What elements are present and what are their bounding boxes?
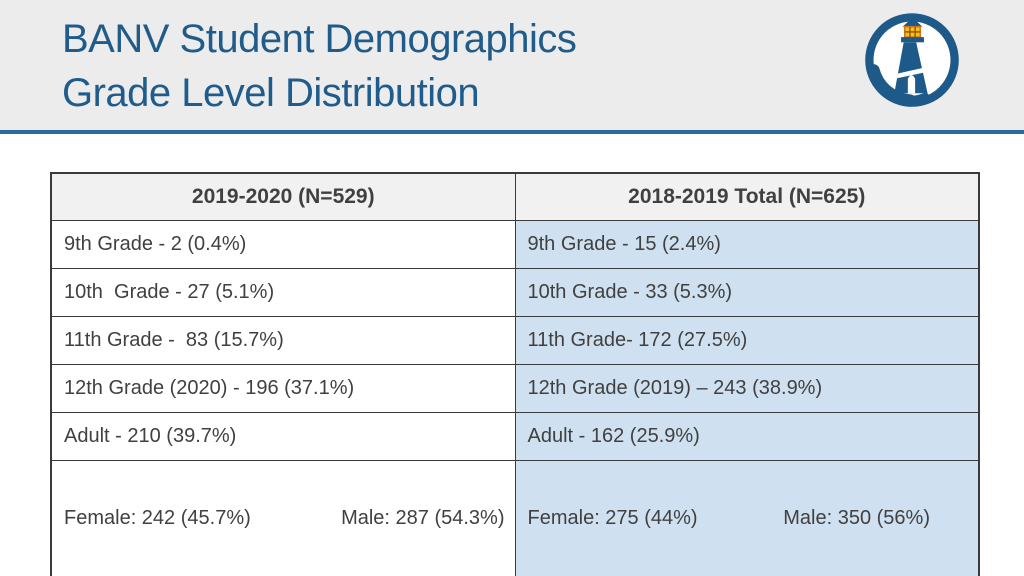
lighthouse-logo-icon: [865, 13, 959, 107]
row-11th-grade: 11th Grade - 83 (15.7%) 11th Grade- 172 …: [50, 316, 980, 365]
cell-adult-current: Adult - 210 (39.7%): [50, 412, 516, 461]
gender-prior-male: Male: 350 (56%): [783, 507, 930, 529]
cell-gender-prior: Female: 275 (44%) Male: 350 (56%): [514, 460, 980, 576]
header-band: [0, 0, 1024, 130]
slide-title-line1: BANV Student Demographics: [62, 17, 577, 61]
cell-11th-prior: 11th Grade- 172 (27.5%): [514, 316, 980, 365]
gender-current-male: Male: 287 (54.3%): [341, 507, 505, 529]
row-adult: Adult - 210 (39.7%) Adult - 162 (25.9%): [50, 412, 980, 461]
row-gender: Female: 242 (45.7%) Male: 287 (54.3%) Fe…: [50, 460, 980, 576]
cell-12th-current: 12th Grade (2020) - 196 (37.1%): [50, 364, 516, 413]
title-divider-line: [0, 130, 1024, 134]
cell-adult-prior: Adult - 162 (25.9%): [514, 412, 980, 461]
cell-10th-prior: 10th Grade - 33 (5.3%): [514, 268, 980, 317]
cell-9th-current: 9th Grade - 2 (0.4%): [50, 220, 516, 269]
cell-gender-current: Female: 242 (45.7%) Male: 287 (54.3%): [50, 460, 516, 576]
header-2018-2019: 2018-2019 Total (N=625): [514, 172, 980, 221]
cell-10th-current: 10th Grade - 27 (5.1%): [50, 268, 516, 317]
demographics-table: 2019-2020 (N=529) 2018-2019 Total (N=625…: [50, 172, 980, 576]
gender-prior-female: Female: 275 (44%): [527, 507, 698, 529]
row-10th-grade: 10th Grade - 27 (5.1%) 10th Grade - 33 (…: [50, 268, 980, 317]
gender-current-female: Female: 242 (45.7%): [64, 507, 251, 529]
header-2019-2020: 2019-2020 (N=529): [50, 172, 516, 221]
cell-11th-current: 11th Grade - 83 (15.7%): [50, 316, 516, 365]
cell-9th-prior: 9th Grade - 15 (2.4%): [514, 220, 980, 269]
cell-12th-prior: 12th Grade (2019) – 243 (38.9%): [514, 364, 980, 413]
slide-title: BANV Student Demographics Grade Level Di…: [62, 12, 577, 120]
slide-title-line2: Grade Level Distribution: [62, 71, 480, 115]
row-9th-grade: 9th Grade - 2 (0.4%) 9th Grade - 15 (2.4…: [50, 220, 980, 269]
table-header-row: 2019-2020 (N=529) 2018-2019 Total (N=625…: [50, 172, 980, 221]
row-12th-grade: 12th Grade (2020) - 196 (37.1%) 12th Gra…: [50, 364, 980, 413]
